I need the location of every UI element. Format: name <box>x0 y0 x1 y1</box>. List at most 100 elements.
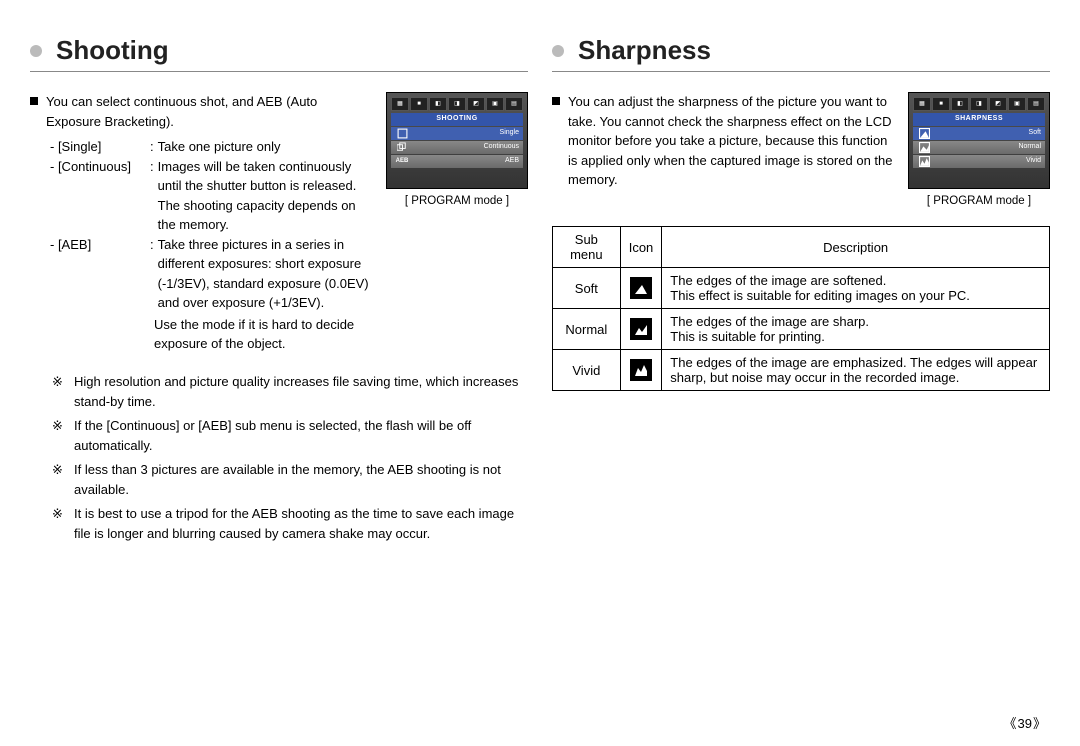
cell-desc-soft: The edges of the image are softened. Thi… <box>662 268 1050 309</box>
lcd-tab-icon: ▣ <box>1008 97 1026 111</box>
th-icon: Icon <box>620 227 662 268</box>
shooting-intro-text-block: You can select continuous shot, and AEB … <box>30 92 372 354</box>
note-2: ※ If the [Continuous] or [AEB] sub menu … <box>52 416 528 456</box>
lcd-row-aeb-label: AEB <box>413 156 519 167</box>
title-dot-icon <box>552 45 564 57</box>
def-continuous-term: - [Continuous] <box>50 157 150 235</box>
lcd-tab-icon: ▦ <box>913 97 931 111</box>
sharpness-table: Sub menu Icon Description Soft The edges… <box>552 226 1050 391</box>
left-column: Shooting You can select continuous shot,… <box>30 35 528 549</box>
cell-submenu-vivid: Vivid <box>553 350 621 391</box>
note-2-text: If the [Continuous] or [AEB] sub menu is… <box>74 416 528 456</box>
shooting-notes: ※ High resolution and picture quality in… <box>30 372 528 545</box>
cell-icon-vivid <box>620 350 662 391</box>
lcd-tab-icon: ◧ <box>429 97 447 111</box>
def-single: - [Single] : Take one picture only <box>50 137 372 157</box>
shooting-lcd-header: SHOOTING <box>391 113 523 126</box>
soft-icon <box>917 128 931 138</box>
page: Shooting You can select continuous shot,… <box>0 0 1080 569</box>
lcd-tab-icon: ◩ <box>467 97 485 111</box>
sharpness-lcd: ▦ ■ ◧ ◨ ◩ ▣ ▤ SHARPNESS Soft <box>908 92 1050 189</box>
cell-icon-normal <box>620 309 662 350</box>
lcd-row-normal-label: Normal <box>935 142 1041 153</box>
lcd-row-single: Single <box>391 127 523 140</box>
aeb-icon: AEB <box>395 156 409 166</box>
shooting-title-row: Shooting <box>30 35 528 72</box>
lcd-tab-icon: ■ <box>410 97 428 111</box>
square-bullet-icon <box>30 97 38 105</box>
lcd-tab-icon: ◩ <box>989 97 1007 111</box>
single-icon <box>395 128 409 138</box>
square-bullet-icon <box>552 97 560 105</box>
lcd-tab-icon: ■ <box>932 97 950 111</box>
shooting-lcd: ▦ ■ ◧ ◨ ◩ ▣ ▤ SHOOTING Single <box>386 92 528 189</box>
shooting-intro-block: You can select continuous shot, and AEB … <box>30 92 528 354</box>
note-symbol-icon: ※ <box>52 416 66 456</box>
vivid-icon <box>630 359 652 381</box>
note-1: ※ High resolution and picture quality in… <box>52 372 528 412</box>
cell-submenu-soft: Soft <box>553 268 621 309</box>
th-description: Description <box>662 227 1050 268</box>
note-4-text: It is best to use a tripod for the AEB s… <box>74 504 528 544</box>
shooting-lcd-caption: [ PROGRAM mode ] <box>386 193 528 210</box>
note-symbol-icon: ※ <box>52 504 66 544</box>
page-number: 39 <box>1004 713 1047 732</box>
soft-icon <box>630 277 652 299</box>
cell-submenu-normal: Normal <box>553 309 621 350</box>
lcd-row-aeb: AEB AEB <box>391 155 523 168</box>
lcd-row-single-label: Single <box>413 128 519 139</box>
shooting-definitions: - [Single] : Take one picture only - [Co… <box>50 137 372 313</box>
lcd-tabs: ▦ ■ ◧ ◨ ◩ ▣ ▤ <box>913 97 1045 111</box>
cell-icon-soft <box>620 268 662 309</box>
sharpness-lcd-block: ▦ ■ ◧ ◨ ◩ ▣ ▤ SHARPNESS Soft <box>908 92 1050 210</box>
sharpness-title: Sharpness <box>578 35 711 66</box>
normal-icon <box>917 142 931 152</box>
sharpness-intro-text-block: You can adjust the sharpness of the pict… <box>552 92 894 210</box>
def-continuous-desc: Images will be taken continuously until … <box>154 157 372 235</box>
shooting-final-line: Use the mode if it is hard to decide exp… <box>154 315 372 354</box>
lcd-row-normal: Normal <box>913 141 1045 154</box>
continuous-icon <box>395 142 409 152</box>
lcd-tab-icon: ◧ <box>951 97 969 111</box>
sharpness-intro-bullet: You can adjust the sharpness of the pict… <box>552 92 894 190</box>
lcd-tab-icon: ▤ <box>505 97 523 111</box>
def-aeb-desc: Take three pictures in a series in diffe… <box>154 235 372 313</box>
shooting-lcd-block: ▦ ■ ◧ ◨ ◩ ▣ ▤ SHOOTING Single <box>386 92 528 354</box>
table-header-row: Sub menu Icon Description <box>553 227 1050 268</box>
def-single-term: - [Single] <box>50 137 150 157</box>
right-column: Sharpness You can adjust the sharpness o… <box>552 35 1050 549</box>
lcd-row-continuous: Continuous <box>391 141 523 154</box>
lcd-row-soft-label: Soft <box>935 128 1041 139</box>
title-dot-icon <box>30 45 42 57</box>
vivid-icon <box>917 156 931 166</box>
sharpness-lcd-caption: [ PROGRAM mode ] <box>908 193 1050 210</box>
note-1-text: High resolution and picture quality incr… <box>74 372 528 412</box>
note-symbol-icon: ※ <box>52 460 66 500</box>
shooting-intro-text: You can select continuous shot, and AEB … <box>46 92 372 131</box>
sharpness-intro-block: You can adjust the sharpness of the pict… <box>552 92 1050 210</box>
th-submenu: Sub menu <box>553 227 621 268</box>
normal-icon <box>630 318 652 340</box>
lcd-row-continuous-label: Continuous <box>413 142 519 153</box>
table-row: Vivid The edges of the image are emphasi… <box>553 350 1050 391</box>
lcd-row-soft: Soft <box>913 127 1045 140</box>
lcd-tab-icon: ▦ <box>391 97 409 111</box>
table-row: Soft The edges of the image are softened… <box>553 268 1050 309</box>
lcd-row-vivid-label: Vivid <box>935 156 1041 167</box>
table-row: Normal The edges of the image are sharp.… <box>553 309 1050 350</box>
cell-desc-normal: The edges of the image are sharp. This i… <box>662 309 1050 350</box>
shooting-title: Shooting <box>56 35 169 66</box>
def-aeb: - [AEB] : Take three pictures in a serie… <box>50 235 372 313</box>
lcd-row-vivid: Vivid <box>913 155 1045 168</box>
def-aeb-term: - [AEB] <box>50 235 150 313</box>
def-single-desc: Take one picture only <box>154 137 372 157</box>
sharpness-lcd-header: SHARPNESS <box>913 113 1045 126</box>
shooting-intro-bullet: You can select continuous shot, and AEB … <box>30 92 372 131</box>
lcd-tabs: ▦ ■ ◧ ◨ ◩ ▣ ▤ <box>391 97 523 111</box>
cell-desc-vivid: The edges of the image are emphasized. T… <box>662 350 1050 391</box>
sharpness-intro-text: You can adjust the sharpness of the pict… <box>568 92 894 190</box>
def-continuous: - [Continuous] : Images will be taken co… <box>50 157 372 235</box>
note-3-text: If less than 3 pictures are available in… <box>74 460 528 500</box>
lcd-tab-icon: ◨ <box>448 97 466 111</box>
lcd-tab-icon: ▣ <box>486 97 504 111</box>
